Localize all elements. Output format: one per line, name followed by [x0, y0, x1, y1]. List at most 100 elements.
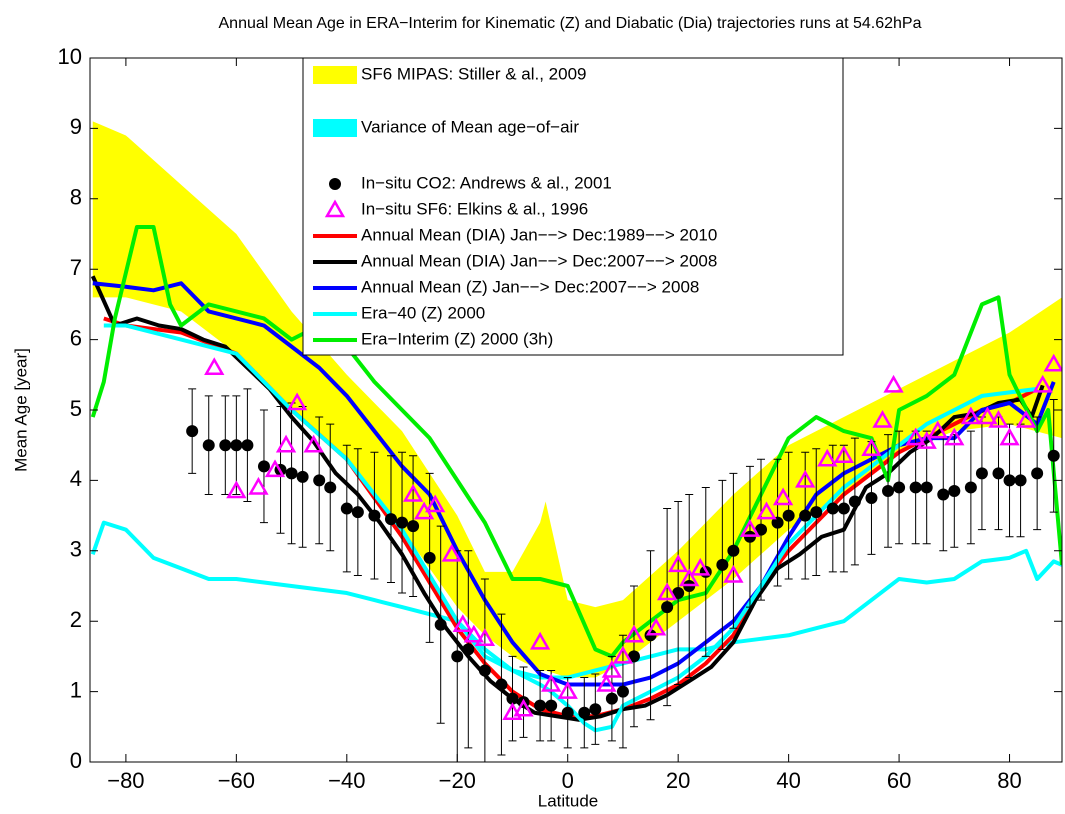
data-point — [865, 492, 878, 504]
triangle-marker — [817, 448, 838, 467]
data-point — [578, 706, 591, 719]
y-tick-label: 8 — [70, 185, 82, 210]
triangle-marker — [795, 469, 816, 488]
data-point — [219, 439, 232, 452]
data-point — [534, 699, 547, 712]
data-point — [407, 520, 420, 533]
data-point — [810, 506, 823, 519]
data-point — [1003, 474, 1016, 487]
data-point — [627, 650, 640, 663]
data-point — [975, 467, 988, 480]
data-point — [434, 618, 447, 631]
data-point — [948, 484, 961, 497]
legend-label: Variance of Mean age−of−air — [361, 117, 579, 136]
legend-swatch — [329, 178, 341, 190]
triangle-marker — [463, 624, 484, 643]
data-point — [589, 703, 602, 716]
triangle-marker — [612, 645, 634, 664]
y-tick-label: 2 — [70, 607, 82, 632]
triangle-marker — [425, 494, 446, 513]
triangle-marker — [756, 501, 777, 520]
x-tick-label: −20 — [439, 768, 476, 793]
triangle-marker — [303, 434, 324, 453]
data-point — [672, 587, 685, 600]
triangle-marker — [540, 674, 562, 692]
legend-label: Annual Mean (Z) Jan−−> Dec:2007−−> 2008 — [361, 277, 699, 296]
triangle-marker — [645, 617, 667, 636]
data-point — [837, 502, 850, 515]
triangle-marker — [944, 427, 965, 446]
x-tick-label: 40 — [776, 768, 800, 793]
y-tick-label: 6 — [70, 325, 82, 350]
data-point — [495, 678, 508, 691]
data-point — [368, 509, 381, 522]
triangle-marker — [861, 438, 882, 456]
triangle-marker — [960, 406, 982, 425]
data-point — [423, 551, 436, 564]
triangle-marker — [679, 568, 700, 587]
triangle-marker — [264, 459, 286, 478]
data-point — [755, 523, 768, 536]
triangle-marker — [883, 374, 904, 393]
legend-label: SF6 MIPAS: Stiller & al., 2009 — [361, 64, 587, 83]
x-tick-label: −40 — [328, 768, 365, 793]
triangle-marker — [668, 554, 689, 573]
data-point — [384, 513, 397, 526]
legend-box — [302, 57, 844, 356]
triangle-marker — [513, 698, 534, 717]
data-point — [545, 699, 558, 712]
x-tick-label: 60 — [887, 768, 911, 793]
data-point — [937, 488, 950, 501]
data-point — [1047, 449, 1060, 462]
triangle-marker — [690, 557, 711, 576]
series-line — [90, 224, 1062, 659]
triangle-marker — [248, 476, 269, 495]
data-point — [257, 460, 270, 473]
triangle-marker — [1015, 410, 1037, 428]
triangle-marker — [977, 406, 998, 425]
data-point — [799, 509, 812, 522]
data-point — [920, 481, 933, 494]
legend-swatch — [313, 66, 357, 84]
triangle-marker — [988, 410, 1009, 428]
legend-swatch — [324, 199, 346, 218]
legend-label: Annual Mean (DIA) Jan−−> Dec:2007−−> 200… — [361, 251, 717, 270]
triangle-marker — [601, 659, 623, 678]
triangle-marker — [474, 628, 496, 647]
y-tick-label: 0 — [70, 748, 82, 773]
x-tick-label: 0 — [562, 768, 574, 793]
y-tick-label: 1 — [70, 677, 82, 702]
data-point — [186, 425, 199, 438]
data-point — [826, 502, 839, 515]
data-point — [1031, 467, 1044, 480]
data-point — [661, 601, 674, 614]
legend-label: In−situ SF6: Elkins & al., 1996 — [361, 199, 588, 218]
y-tick-label: 4 — [70, 466, 82, 491]
legend-label: Annual Mean (DIA) Jan−−> Dec:1989−−> 201… — [361, 225, 717, 244]
data-point — [230, 439, 243, 452]
data-point — [893, 481, 906, 494]
data-point — [296, 470, 309, 483]
data-point — [1014, 474, 1027, 487]
triangle-marker — [596, 674, 617, 692]
triangle-marker — [656, 582, 678, 601]
data-point — [340, 502, 353, 515]
data-point — [964, 481, 977, 494]
data-point — [848, 495, 861, 508]
data-point — [771, 516, 784, 529]
legend-label: Era−Interim (Z) 2000 (3h) — [361, 329, 553, 348]
data-point — [716, 558, 729, 571]
data-point — [605, 692, 618, 705]
triangle-marker — [1032, 374, 1053, 393]
triangle-marker — [723, 564, 744, 583]
data-point — [909, 481, 922, 494]
triangle-marker — [833, 445, 855, 464]
triangle-marker — [557, 681, 578, 699]
series-line — [90, 520, 1062, 680]
data-point — [313, 474, 326, 487]
data-point — [506, 692, 519, 705]
data-point — [285, 467, 298, 480]
triangle-marker — [916, 431, 937, 449]
data-point — [882, 484, 895, 497]
y-tick-label: 10 — [58, 44, 82, 69]
